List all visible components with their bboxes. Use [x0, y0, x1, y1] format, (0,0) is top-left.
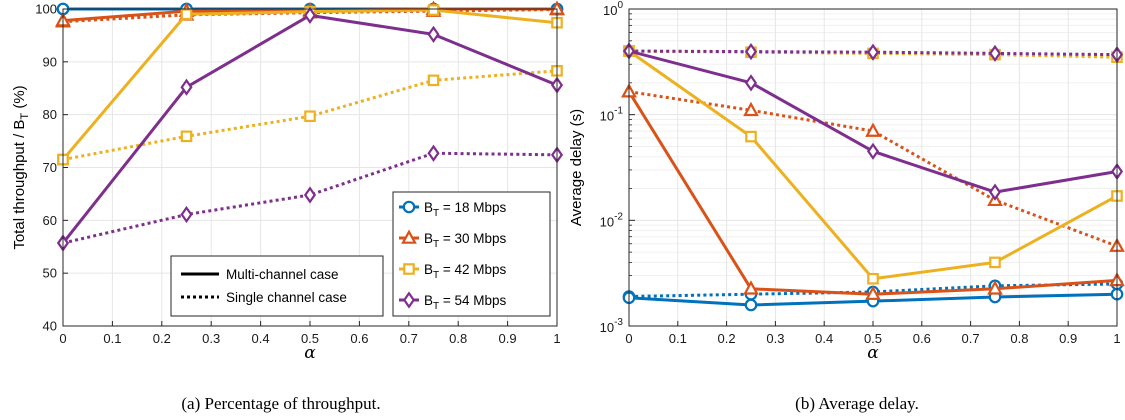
y-tick-label: 10-3	[600, 317, 624, 335]
x-tick-label: 0.7	[962, 331, 980, 346]
square-marker	[745, 130, 757, 143]
triangle-marker	[743, 101, 759, 117]
delay-caption: (b) Average delay.	[795, 394, 919, 413]
series-legend-label: BT = 18 Mbps	[424, 200, 507, 219]
single-channel-diamond-line	[62, 151, 558, 245]
delay-x-axis-label: α	[867, 343, 879, 363]
y-tick-label: 60	[43, 213, 57, 228]
diamond-marker	[180, 78, 193, 96]
diamond-marker	[744, 74, 758, 92]
case-legend-label: Multi-channel case	[226, 267, 339, 282]
y-tick-label: 70	[43, 160, 57, 175]
y-label-text: (%)	[11, 85, 28, 113]
circle-legend-marker	[402, 200, 416, 214]
y-label-text: Total throughput / B	[11, 120, 28, 250]
diamond-marker	[866, 43, 880, 61]
x-tick-label: 0.6	[350, 331, 368, 346]
x-tick-label: 0.9	[1059, 331, 1077, 346]
square-legend-marker	[403, 263, 415, 275]
throughput-y-axis-label: Total throughput / BT (%)	[11, 85, 31, 249]
x-tick-label: 0.7	[400, 331, 418, 346]
series-legend-label: BT = 42 Mbps	[424, 262, 507, 281]
y-tick-label: 40	[43, 319, 57, 334]
x-tick-label: 0.6	[913, 331, 931, 346]
delay-chart: 0 0.1 0.2 0.3 0.4 0.5 0.6 0.7 0.8 0.9 1 10-3 10-2 10…	[568, 0, 1125, 413]
x-tick-label: 0.2	[153, 331, 171, 346]
x-tick-label: 0.3	[202, 331, 220, 346]
square-marker	[989, 256, 1001, 269]
diamond-legend-marker	[402, 291, 416, 309]
x-tick-label: 0.2	[718, 331, 736, 346]
circle-marker	[744, 298, 758, 312]
y-tick-label: 100	[603, 0, 623, 18]
x-tick-label: 0.8	[449, 331, 467, 346]
triangle-legend-marker	[401, 229, 417, 244]
diamond-marker	[180, 205, 193, 224]
y-tick-label: 10-1	[600, 106, 624, 124]
diamond-marker	[866, 142, 880, 160]
diamond-marker	[427, 25, 440, 43]
x-tick-label: 0	[625, 331, 632, 346]
delay-plot-frame	[628, 8, 1118, 327]
x-tick-label: 0.1	[669, 331, 687, 346]
triangle-marker	[865, 122, 881, 137]
delay-grid	[628, 8, 1118, 327]
y-tick-label: 10-2	[600, 211, 624, 229]
square-marker	[304, 110, 316, 123]
case-legend-box	[170, 255, 384, 317]
case-legend: Multi-channel case Single channel case	[170, 255, 384, 317]
throughput-plot-frame	[62, 8, 558, 327]
diamond-marker	[427, 144, 440, 162]
diamond-marker	[303, 6, 317, 24]
square-marker	[867, 272, 879, 285]
series-legend-label: BT = 54 Mbps	[424, 293, 507, 312]
x-tick-label: 0.1	[103, 331, 121, 346]
single-channel-triangle-line	[628, 90, 1118, 248]
diamond-marker	[988, 183, 1002, 201]
square-marker	[180, 8, 193, 21]
square-marker	[180, 130, 193, 143]
case-legend-label: Single channel case	[226, 290, 347, 305]
square-marker	[427, 74, 440, 87]
y-tick-label: 90	[43, 54, 57, 69]
throughput-y-ticks: 40 50 60 70 80 90 100	[35, 2, 68, 334]
x-tick-label: 0.4	[815, 331, 833, 346]
x-tick-label: 1	[1113, 331, 1120, 346]
throughput-x-axis-label: α	[304, 343, 316, 363]
x-tick-label: 0.8	[1010, 331, 1028, 346]
x-tick-label: 0.5	[864, 331, 882, 346]
delay-y-axis-label: Average delay (s)	[568, 109, 585, 226]
x-tick-label: 0.3	[766, 331, 784, 346]
single-channel-triangle-line	[62, 8, 558, 24]
diamond-marker	[744, 43, 758, 61]
throughput-caption: (a) Percentage of throughput.	[181, 394, 380, 413]
square-marker	[427, 4, 440, 16]
diamond-marker	[988, 44, 1002, 63]
series-legend-label: BT = 30 Mbps	[424, 231, 507, 250]
x-tick-label: 0.5	[301, 331, 319, 346]
series-legend: BT = 18 Mbps BT = 30 Mbps BT = 42 Mbps BT =…	[392, 191, 551, 317]
triangle-marker	[743, 280, 759, 295]
x-tick-label: 0	[59, 331, 66, 346]
throughput-x-ticks: 0 0.1 0.2 0.3 0.4 0.5 0.6 0.7 0.8 0.9 1	[59, 321, 561, 346]
diamond-marker	[303, 186, 317, 204]
y-tick-label: 80	[43, 107, 57, 122]
y-tick-label: 50	[43, 266, 57, 281]
x-tick-label: 1	[553, 331, 560, 346]
y-tick-label: 100	[35, 2, 57, 17]
x-tick-label: 0.9	[499, 331, 517, 346]
triangle-marker	[865, 285, 881, 300]
triangle-marker	[987, 280, 1003, 295]
throughput-chart: 0 0.1 0.2 0.3 0.4 0.5 0.6 0.7 0.8 0.9 1 40 50 60 70 80…	[11, 0, 565, 413]
x-tick-label: 0.4	[252, 331, 270, 346]
series-legend-box	[392, 191, 551, 317]
y-label-subscript: T	[19, 113, 31, 120]
